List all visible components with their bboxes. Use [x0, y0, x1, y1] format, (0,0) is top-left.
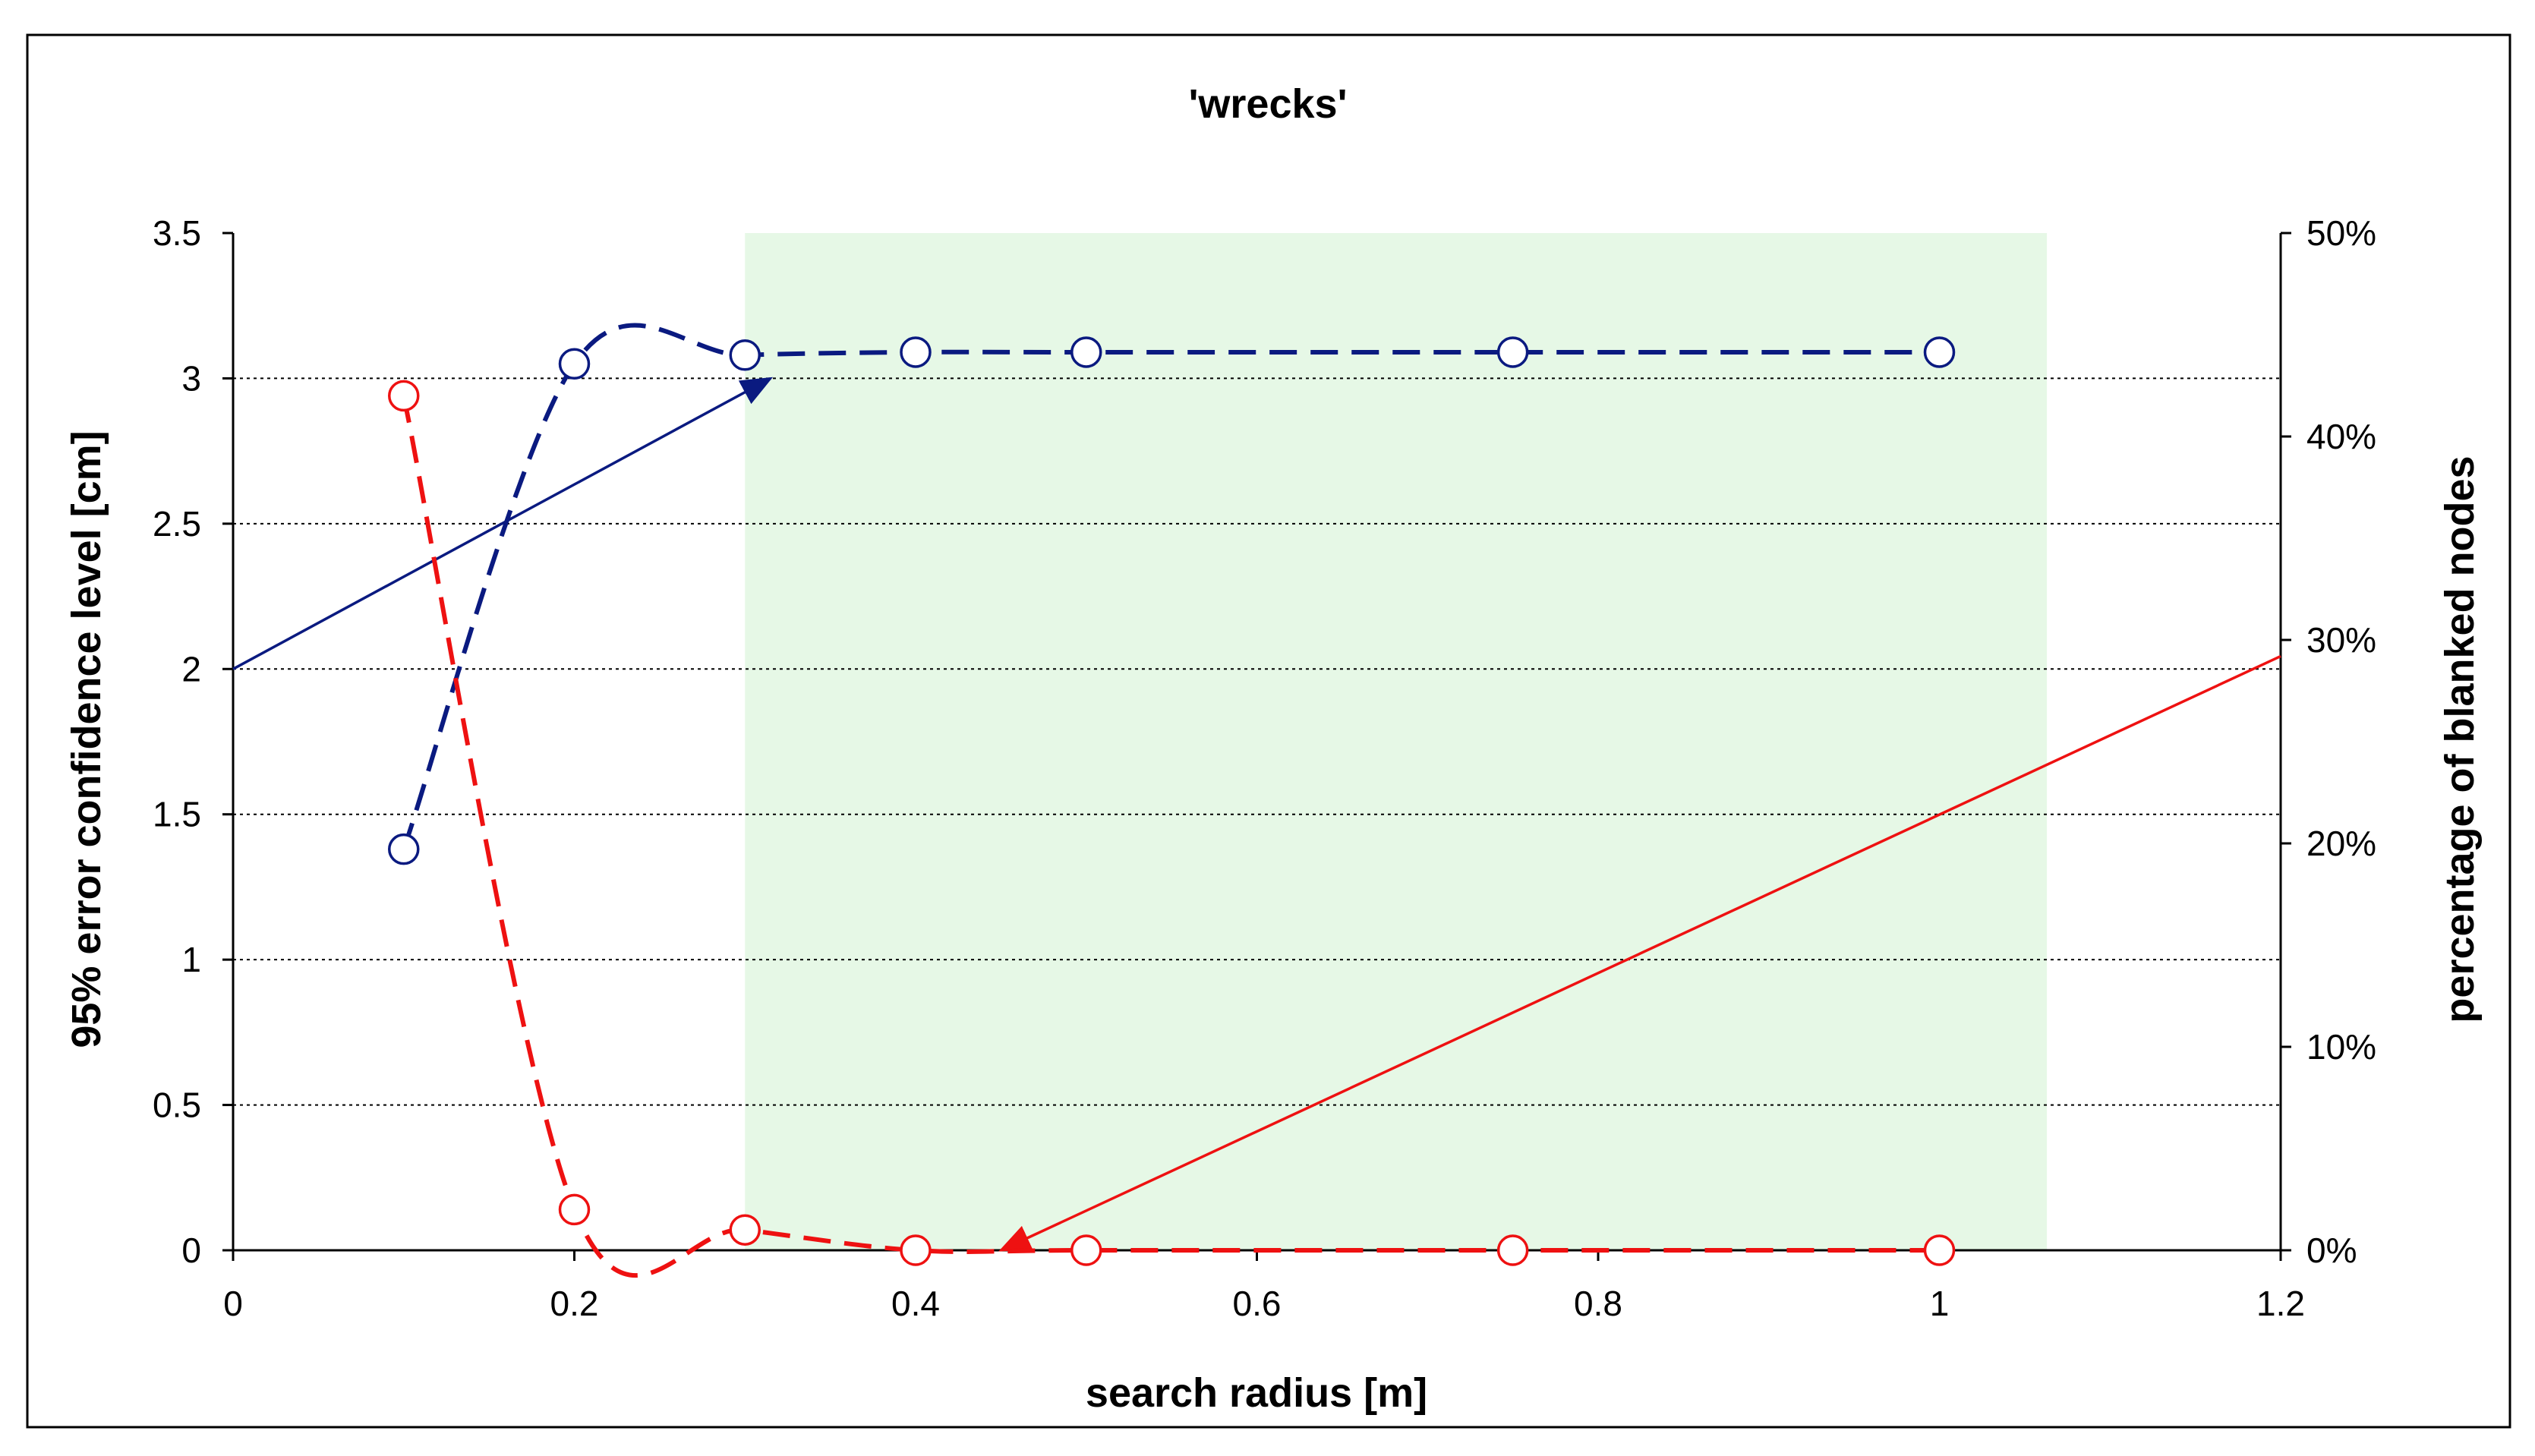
y-right-tick-label: 50%	[2306, 213, 2376, 253]
x-axis-label: search radius [m]	[1086, 1370, 1427, 1416]
y-left-tick-label: 3.5	[153, 213, 201, 253]
y-left-tick-label: 1.5	[153, 795, 201, 834]
x-tick-label: 0.4	[891, 1284, 940, 1323]
confidence-series-point	[729, 339, 761, 371]
blue-annotation-arrow	[232, 377, 774, 670]
blanked-nodes-series-point	[729, 1214, 761, 1246]
y-right-tick-label: 0%	[2306, 1231, 2357, 1270]
blanked-nodes-series-point	[1923, 1234, 1956, 1266]
highlight-region	[745, 233, 2048, 1250]
y-axis-right-label: percentage of blanked nodes	[2437, 455, 2483, 1023]
y-right-tick-label: 10%	[2306, 1027, 2376, 1067]
y-axis-left-label: 95% error confidence level [cm]	[64, 430, 109, 1048]
y-right-tick-label: 20%	[2306, 824, 2376, 863]
x-tick-label: 1	[1930, 1284, 1950, 1323]
y-right-tick-label: 40%	[2306, 417, 2376, 456]
blanked-nodes-series-point	[1496, 1234, 1529, 1266]
blanked-nodes-series-point	[900, 1234, 932, 1266]
confidence-series-point	[1496, 336, 1529, 368]
y-left-tick-label: 0	[181, 1231, 201, 1270]
confidence-series-point	[1070, 336, 1102, 368]
blanked-nodes-series-point	[388, 380, 420, 412]
confidence-series-point	[388, 833, 420, 865]
red-annotation-arrow	[998, 654, 2281, 1252]
y-left-tick-label: 1	[181, 940, 201, 979]
confidence-series-point	[558, 348, 591, 380]
y-left-tick-label: 2	[181, 649, 201, 689]
chart-title: 'wrecks'	[1189, 81, 1348, 127]
y-left-tick-label: 0.5	[153, 1086, 201, 1125]
confidence-series-point	[900, 336, 932, 368]
x-tick-label: 0.6	[1233, 1284, 1282, 1323]
x-tick-label: 0	[223, 1284, 243, 1323]
blanked-nodes-series-point	[1070, 1234, 1102, 1266]
y-left-tick-label: 3	[181, 358, 201, 398]
confidence-series-point	[1923, 336, 1956, 368]
x-tick-label: 0.8	[1574, 1284, 1622, 1323]
x-tick-label: 1.2	[2256, 1284, 2305, 1323]
y-left-tick-label: 2.5	[153, 504, 201, 544]
blanked-nodes-series-point	[558, 1193, 591, 1226]
x-tick-label: 0.2	[550, 1284, 599, 1323]
y-right-tick-label: 30%	[2306, 620, 2376, 660]
